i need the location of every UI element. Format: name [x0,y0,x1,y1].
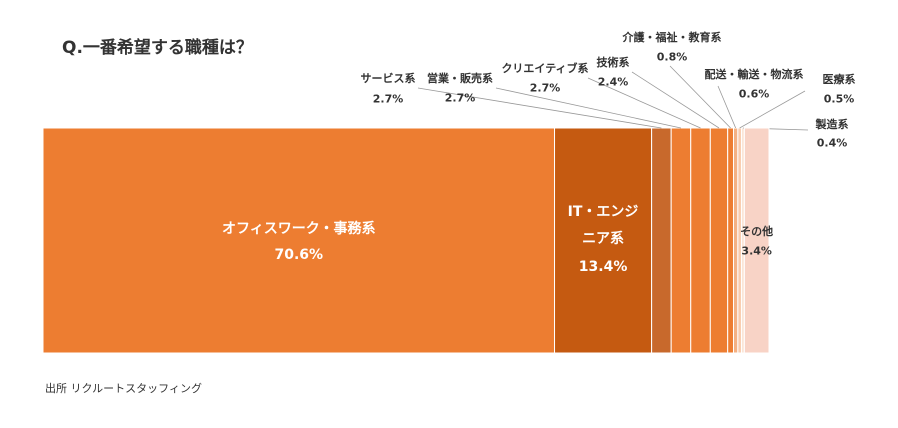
value-label: 70.6% [274,247,324,263]
value-label: 0.8% [656,50,688,64]
bar-segment [651,127,672,354]
bar-segment [690,127,711,354]
leader-line [495,87,682,129]
value-label: 2.7% [372,92,404,106]
chart-title: Q.一番希望する職種は？ [62,38,253,58]
leader-line [717,85,737,129]
value-label: 3.4% [741,244,772,258]
bar-segment [670,127,692,354]
leader-line [631,71,720,129]
value-label: 0.4% [816,136,848,150]
value-label: 2.7% [444,91,476,105]
bar-segment [554,127,653,354]
segment-label: 技術系 [596,56,630,69]
bar-segment [42,127,556,354]
segment-label: IT・エンジニア系 [567,204,639,247]
value-label: 2.7% [529,81,561,95]
bar-segment [732,127,739,354]
value-label: 0.5% [823,92,855,106]
segment-label: 営業・販売系 [427,72,493,85]
bar-segment [737,127,742,354]
segment-label: サービス系 [360,72,416,85]
bar-segment [709,127,729,354]
segment-label: オフィスワーク・事務系 [222,221,376,237]
bar-segment [727,127,734,354]
value-label: 13.4% [578,259,628,275]
leader-line [417,87,662,129]
value-label: 2.4% [597,75,629,89]
value-label: 0.6% [738,87,770,101]
leader-line [669,65,731,129]
leader-line [739,90,806,129]
segment-label: 医療系 [822,73,856,86]
leader-line [587,77,701,129]
source-note: 出所 リクルートスタッフィング [45,382,202,395]
segment-label: 製造系 [815,118,849,131]
segment-label: クリエイティブ系 [501,62,589,75]
segment-label: 介護・福祉・教育系 [622,31,722,44]
bar-segment [743,127,770,354]
segment-label: 配送・輸送・物流系 [704,68,804,81]
segment-label: その他 [740,225,774,238]
